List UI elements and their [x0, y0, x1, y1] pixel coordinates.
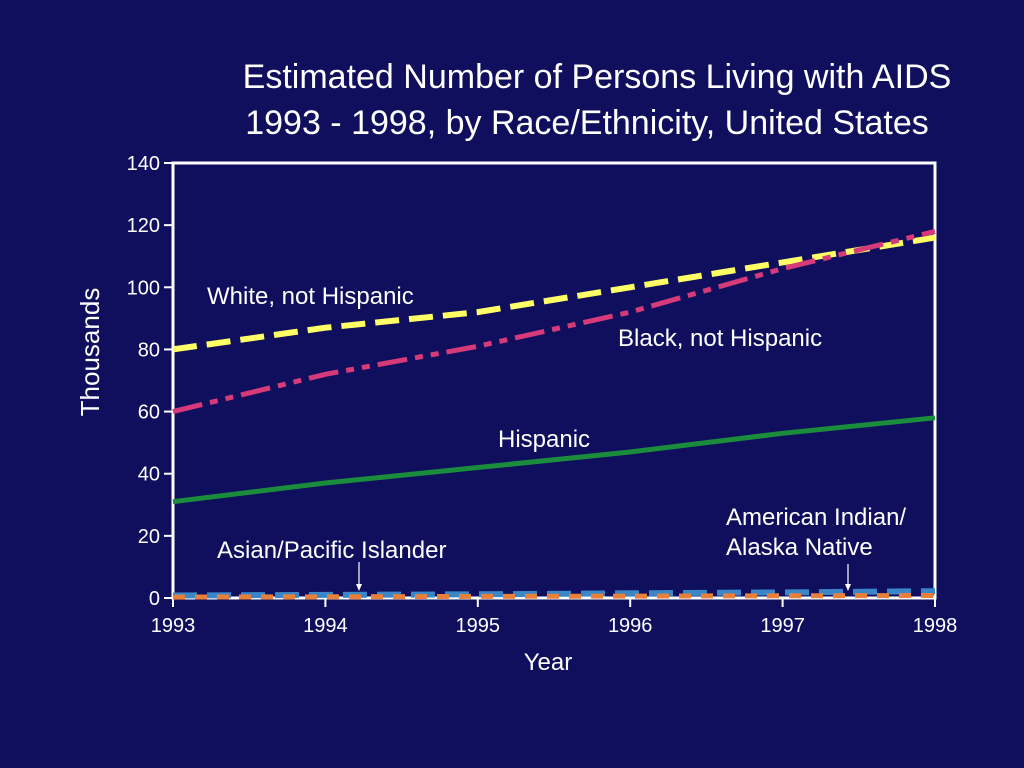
- annotation-asian-pacific-islander: Asian/Pacific Islander: [217, 537, 446, 564]
- y-tick-label: 40: [138, 464, 160, 486]
- y-tick-label: 120: [127, 215, 160, 237]
- annotation-arrows: [356, 562, 851, 591]
- series-line-white-not-hispanic: [172, 234, 936, 353]
- series-line-black-not-hispanic: [172, 228, 936, 415]
- x-tick-label: 1997: [760, 615, 805, 637]
- arrow-american-indian-head: [845, 584, 851, 591]
- y-tick-label: 140: [127, 153, 160, 175]
- y-tick-label: 60: [138, 402, 160, 424]
- y-tick-label: 0: [149, 588, 160, 610]
- y-tick-label: 80: [138, 339, 160, 361]
- series-line-hispanic: [172, 415, 936, 505]
- x-tick-label: 1998: [913, 615, 958, 637]
- annotation-american-indian-line-1: American Indian/: [726, 504, 906, 531]
- y-tick-label: 20: [138, 526, 160, 548]
- y-tick-label: 100: [127, 277, 160, 299]
- plot-frame: [171, 161, 937, 600]
- annotation-american-indian-line-2: Alaska Native: [726, 534, 873, 561]
- x-tick-label: 1995: [456, 615, 501, 637]
- x-tick-label: 1996: [608, 615, 653, 637]
- plot-area-border: [171, 161, 937, 600]
- chart-title-line-2: 1993 - 1998, by Race/Ethnicity, United S…: [245, 104, 929, 142]
- arrow-asian-pacific-islander-head: [356, 584, 362, 591]
- x-axis-ticks: 1993 1994 1995 1996 1997 1998: [151, 598, 958, 637]
- x-tick-label: 1993: [151, 615, 196, 637]
- series-lines: [172, 228, 936, 600]
- x-tick-label: 1994: [303, 615, 348, 637]
- chart-title: Estimated Number of Persons Living with …: [0, 52, 1024, 148]
- annotation-white-not-hispanic: White, not Hispanic: [207, 283, 414, 310]
- series-line-american-indian-alaska-native: [172, 593, 936, 600]
- y-axis-ticks: 0 20 40 60 80 100 120 140: [127, 153, 173, 610]
- annotation-hispanic: Hispanic: [498, 426, 590, 453]
- y-axis-label: Thousands: [75, 288, 105, 417]
- chart-title-line-1: Estimated Number of Persons Living with …: [242, 58, 952, 96]
- annotation-black-not-hispanic: Black, not Hispanic: [618, 325, 822, 352]
- x-axis-label: Year: [524, 649, 573, 676]
